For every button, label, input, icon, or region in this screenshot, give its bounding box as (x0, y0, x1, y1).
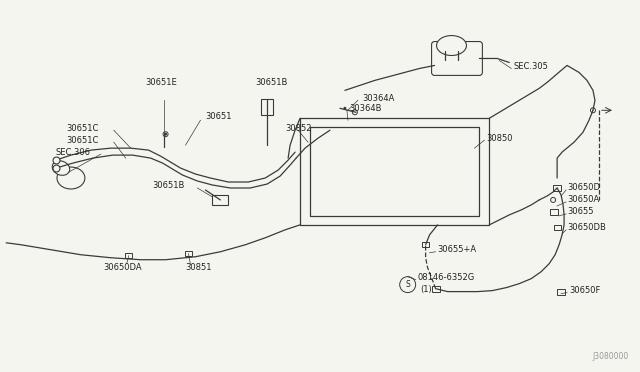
Text: 08146-6352G: 08146-6352G (418, 273, 475, 282)
Bar (125, 253, 132, 258)
Bar (553, 185, 561, 191)
Bar (431, 286, 440, 292)
Text: 30364A: 30364A (362, 94, 394, 103)
Circle shape (164, 133, 167, 136)
Text: (1): (1) (420, 285, 433, 294)
Ellipse shape (52, 161, 70, 175)
Ellipse shape (436, 36, 467, 55)
Text: SEC.305: SEC.305 (513, 62, 548, 71)
Text: 30655: 30655 (567, 208, 593, 217)
Text: 30650D: 30650D (567, 183, 600, 192)
Text: 30651C: 30651C (66, 136, 99, 145)
Circle shape (163, 132, 168, 137)
Text: 30655+A: 30655+A (438, 245, 477, 254)
Bar (554, 225, 561, 230)
Text: 30651B: 30651B (255, 78, 287, 87)
Text: 30650A: 30650A (567, 195, 599, 205)
Text: 30651B: 30651B (152, 182, 185, 190)
Text: 30852: 30852 (285, 124, 312, 133)
Text: J3080000: J3080000 (593, 352, 629, 361)
Text: S: S (405, 280, 410, 289)
Text: 30650DB: 30650DB (567, 223, 606, 232)
Text: 30651: 30651 (205, 112, 232, 121)
FancyBboxPatch shape (431, 42, 483, 76)
Circle shape (400, 277, 415, 293)
Text: 30650DA: 30650DA (103, 263, 141, 272)
Text: 30651C: 30651C (66, 124, 99, 133)
Text: 30650F: 30650F (569, 286, 600, 295)
Text: 30651E: 30651E (146, 78, 177, 87)
Bar (185, 251, 192, 256)
Text: 30851: 30851 (186, 263, 212, 272)
Ellipse shape (57, 167, 85, 189)
Circle shape (344, 107, 346, 110)
Text: SEC.306: SEC.306 (56, 148, 91, 157)
Bar (422, 242, 429, 247)
Circle shape (591, 108, 595, 113)
Circle shape (353, 110, 357, 115)
Text: 30850: 30850 (486, 134, 513, 143)
Bar (550, 209, 558, 215)
Text: 30364B: 30364B (349, 104, 381, 113)
Circle shape (550, 198, 556, 202)
Bar (261, 99, 273, 115)
Bar (557, 289, 565, 295)
Bar (212, 195, 228, 205)
